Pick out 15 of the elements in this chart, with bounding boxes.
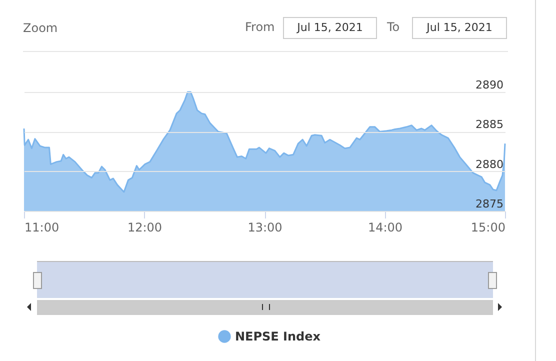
x-tick-label: 14:00 [368,220,403,234]
legend-label: NEPSE Index [235,330,321,344]
x-tick-label: 13:00 [248,220,282,234]
date-input-field: Jul 15, 2021 [283,17,377,39]
x-tick-label: 15:00 [470,220,506,234]
text: From [245,20,275,34]
text: Zoom [23,21,58,35]
y-tick-label: 2890 [476,78,504,92]
y-tick-label: 2880 [476,158,504,171]
date-input-field: Jul 15, 2021 [412,17,507,39]
y-tick-label: 2875 [476,198,504,210]
text: To [387,20,400,34]
x-tick-label: 12:00 [127,220,162,234]
y-tick-label: 2885 [476,118,504,132]
x-tick-label: 11:00 [24,220,60,234]
